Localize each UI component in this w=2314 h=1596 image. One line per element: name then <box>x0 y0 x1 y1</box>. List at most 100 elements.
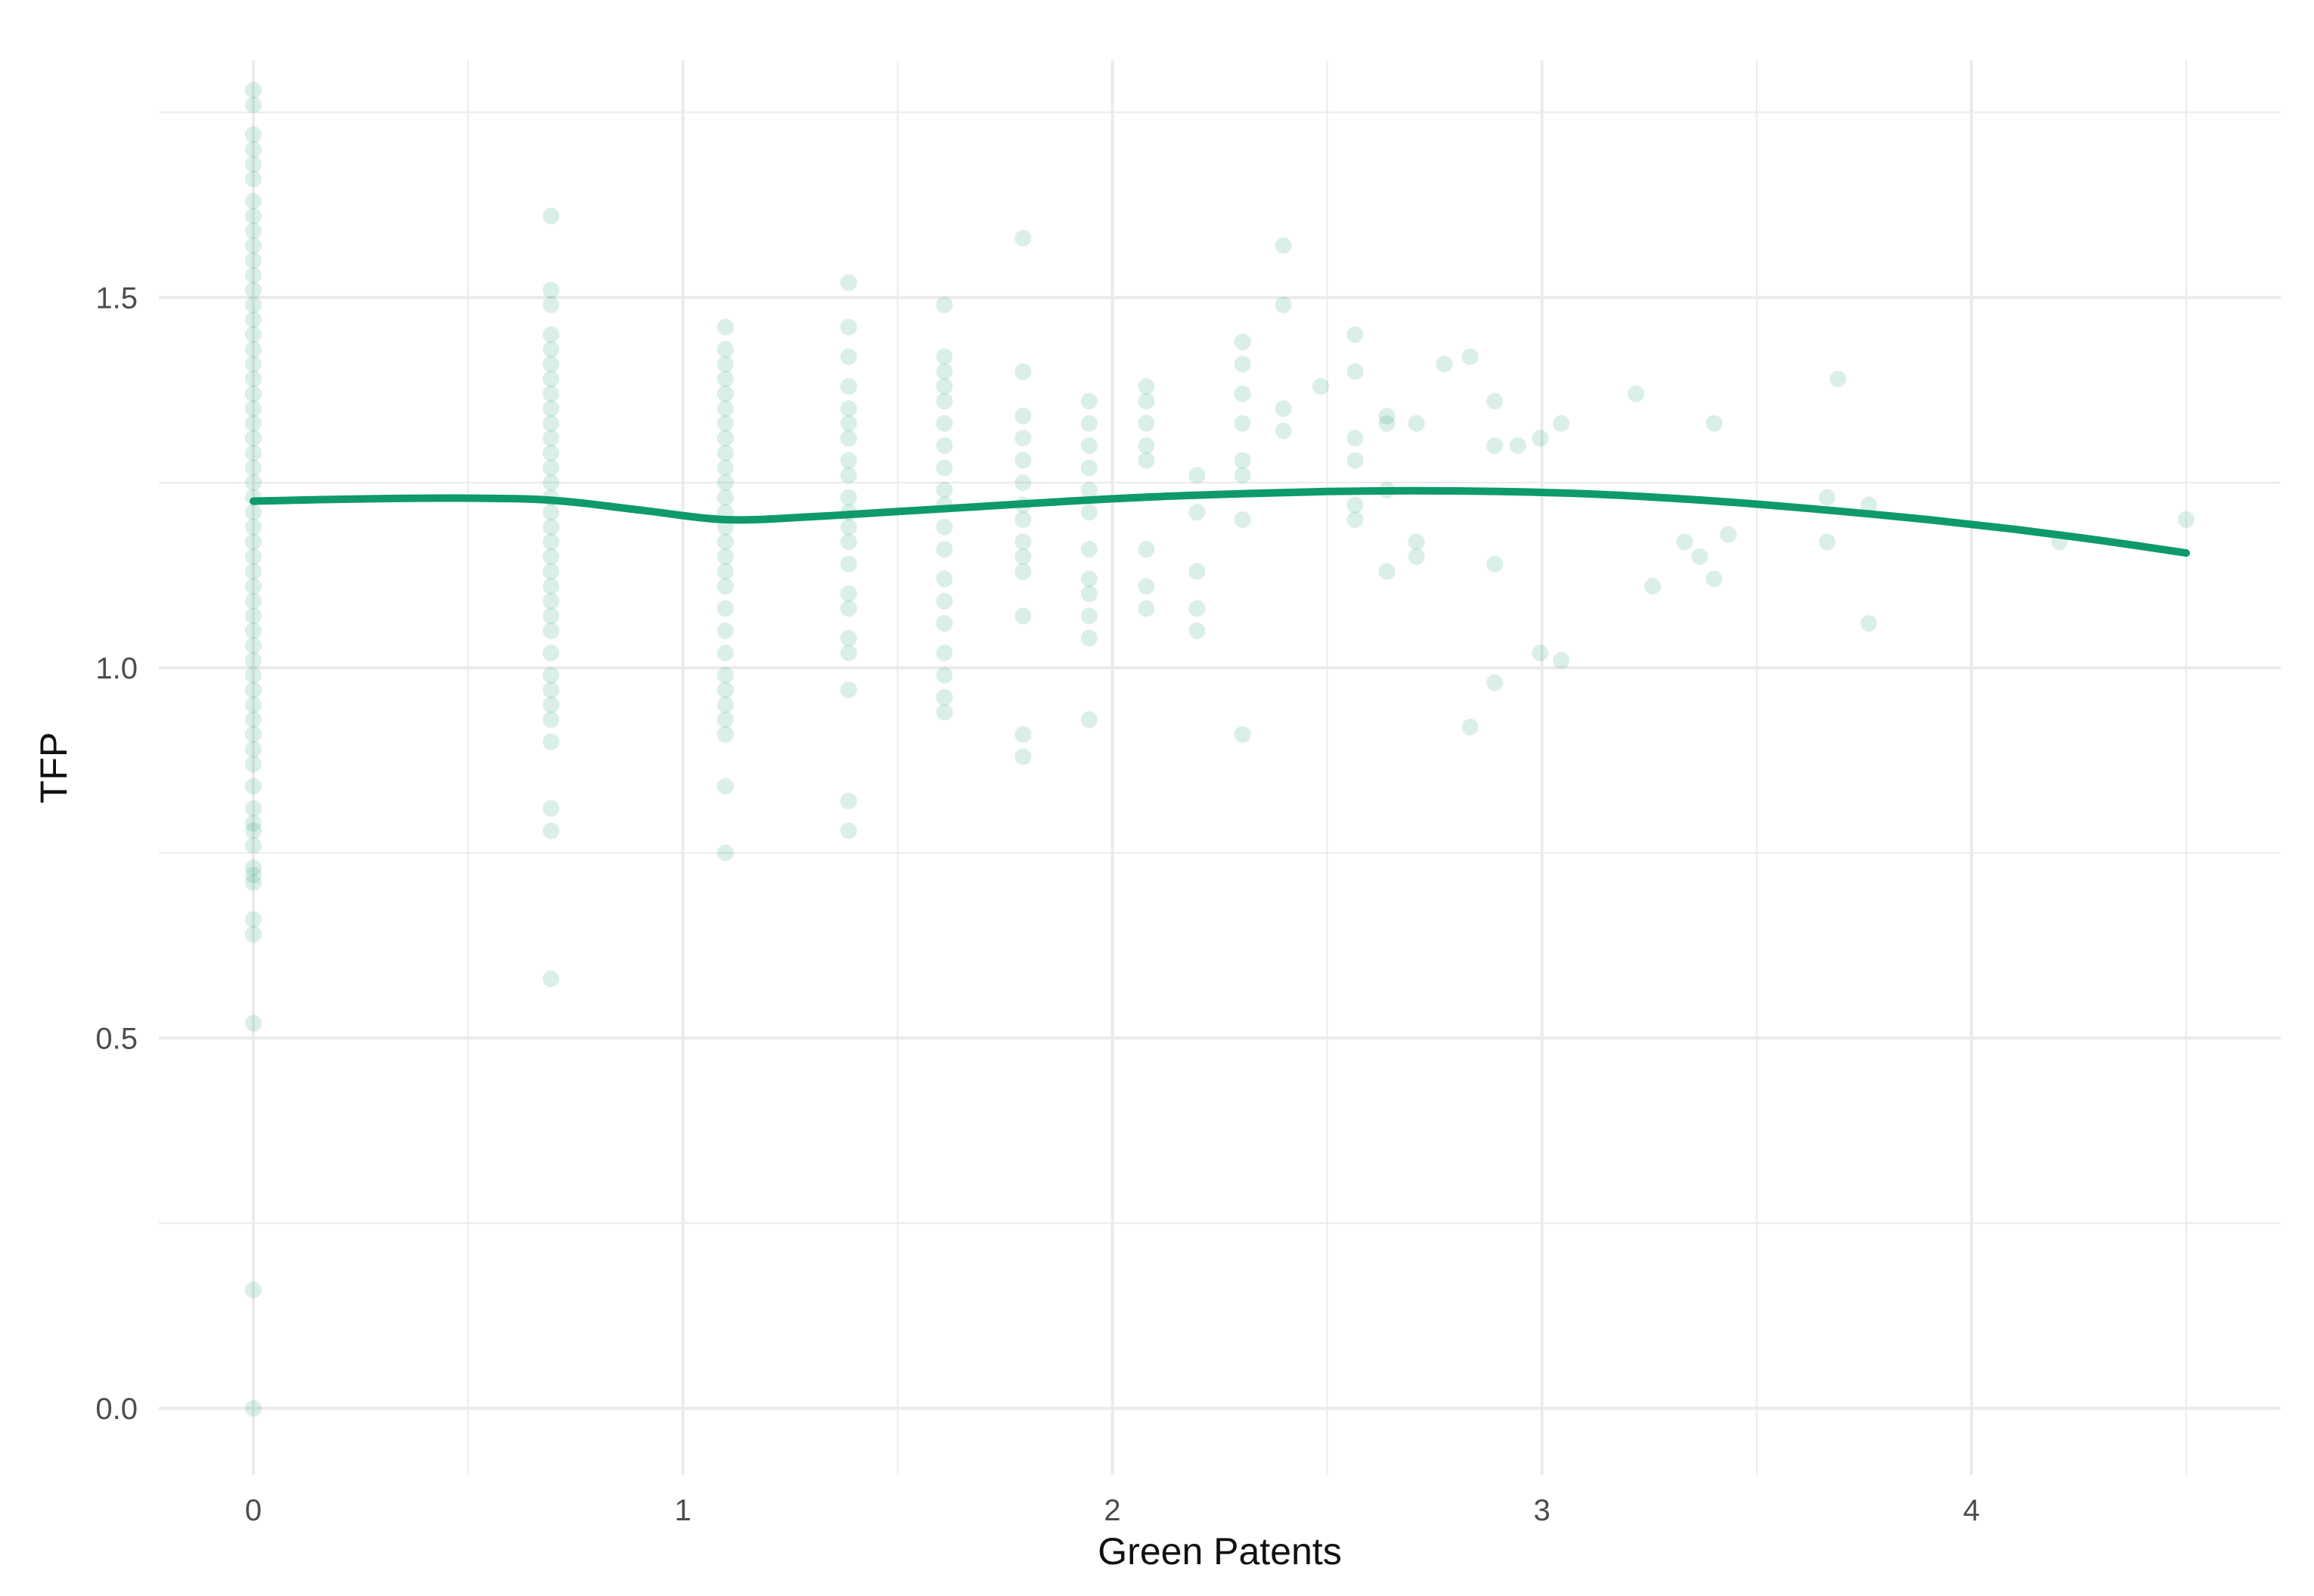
data-point <box>244 266 262 284</box>
y-axis-tick-labels: 0.0 0.5 1.0 1.5 <box>95 281 138 1426</box>
data-point <box>716 682 734 699</box>
data-point <box>1275 400 1292 418</box>
data-point <box>244 741 262 758</box>
data-point <box>1138 393 1155 410</box>
data-point <box>244 297 262 314</box>
data-point <box>1014 430 1032 447</box>
data-point <box>936 348 953 365</box>
data-point <box>1408 548 1425 565</box>
data-point <box>244 592 262 610</box>
data-point <box>542 518 560 536</box>
data-point <box>1014 748 1032 765</box>
data-point <box>542 415 560 432</box>
data-point <box>244 252 262 269</box>
data-point <box>244 326 262 343</box>
data-point <box>1552 652 1570 669</box>
data-point <box>542 533 560 551</box>
data-point <box>936 570 953 588</box>
data-point <box>244 281 262 299</box>
data-point <box>840 585 857 602</box>
data-point <box>1275 422 1292 439</box>
data-point <box>1138 377 1155 395</box>
data-point <box>716 318 734 336</box>
data-point <box>1486 674 1503 691</box>
data-point <box>244 237 262 254</box>
data-point <box>244 222 262 240</box>
data-point <box>1461 719 1479 736</box>
data-point <box>244 193 262 210</box>
data-point <box>840 644 857 662</box>
data-point <box>244 1281 262 1299</box>
data-point <box>244 1399 262 1417</box>
data-point <box>840 822 857 840</box>
data-point <box>716 666 734 684</box>
data-point <box>1014 407 1032 424</box>
data-point <box>1234 385 1251 402</box>
data-point <box>244 926 262 943</box>
data-point <box>1138 600 1155 617</box>
data-point <box>244 874 262 891</box>
data-point <box>840 430 857 447</box>
data-point <box>1138 578 1155 595</box>
data-point <box>244 711 262 728</box>
x-axis-tick-labels: 0 1 2 3 4 <box>245 1494 1980 1527</box>
data-point <box>542 592 560 610</box>
data-point <box>716 548 734 565</box>
data-point <box>244 815 262 832</box>
data-point <box>936 644 953 662</box>
data-point <box>716 340 734 358</box>
data-point <box>716 400 734 418</box>
data-point <box>936 377 953 395</box>
smooth-line <box>249 486 2191 557</box>
data-point <box>1552 415 1570 432</box>
data-point <box>244 800 262 817</box>
data-point <box>716 644 734 662</box>
data-point <box>1691 548 1708 565</box>
data-point <box>1275 297 1292 314</box>
data-point <box>1188 467 1206 484</box>
data-point <box>840 682 857 699</box>
data-point <box>1706 570 1723 588</box>
data-point <box>1706 415 1723 432</box>
data-point <box>1819 533 1836 551</box>
data-point <box>716 489 734 506</box>
data-point <box>2178 511 2195 529</box>
data-point <box>716 459 734 477</box>
data-point <box>244 696 262 713</box>
data-point <box>244 578 262 595</box>
data-point <box>936 541 953 558</box>
data-point <box>244 474 262 492</box>
data-point <box>1188 563 1206 580</box>
data-point <box>1234 467 1251 484</box>
data-point <box>1378 407 1396 424</box>
data-point <box>244 504 262 521</box>
data-point <box>244 682 262 699</box>
data-point <box>244 822 262 840</box>
data-point <box>840 467 857 484</box>
data-point <box>1080 504 1098 521</box>
data-point <box>542 444 560 461</box>
data-point <box>1312 377 1329 395</box>
data-point <box>1014 363 1032 380</box>
data-point <box>542 733 560 750</box>
data-point <box>840 377 857 395</box>
data-point <box>244 126 262 143</box>
data-point <box>1346 430 1364 447</box>
data-point <box>1080 607 1098 625</box>
data-point <box>716 578 734 595</box>
data-point <box>840 629 857 647</box>
data-point <box>542 430 560 447</box>
data-point <box>1346 496 1364 514</box>
data-point <box>840 452 857 469</box>
data-point <box>840 518 857 536</box>
x-tick-label: 3 <box>1533 1494 1550 1527</box>
data-point <box>542 370 560 387</box>
data-point <box>1014 452 1032 469</box>
data-point <box>1080 585 1098 602</box>
data-point <box>936 703 953 721</box>
data-point <box>1014 548 1032 565</box>
data-point <box>936 363 953 380</box>
data-point <box>1346 511 1364 529</box>
